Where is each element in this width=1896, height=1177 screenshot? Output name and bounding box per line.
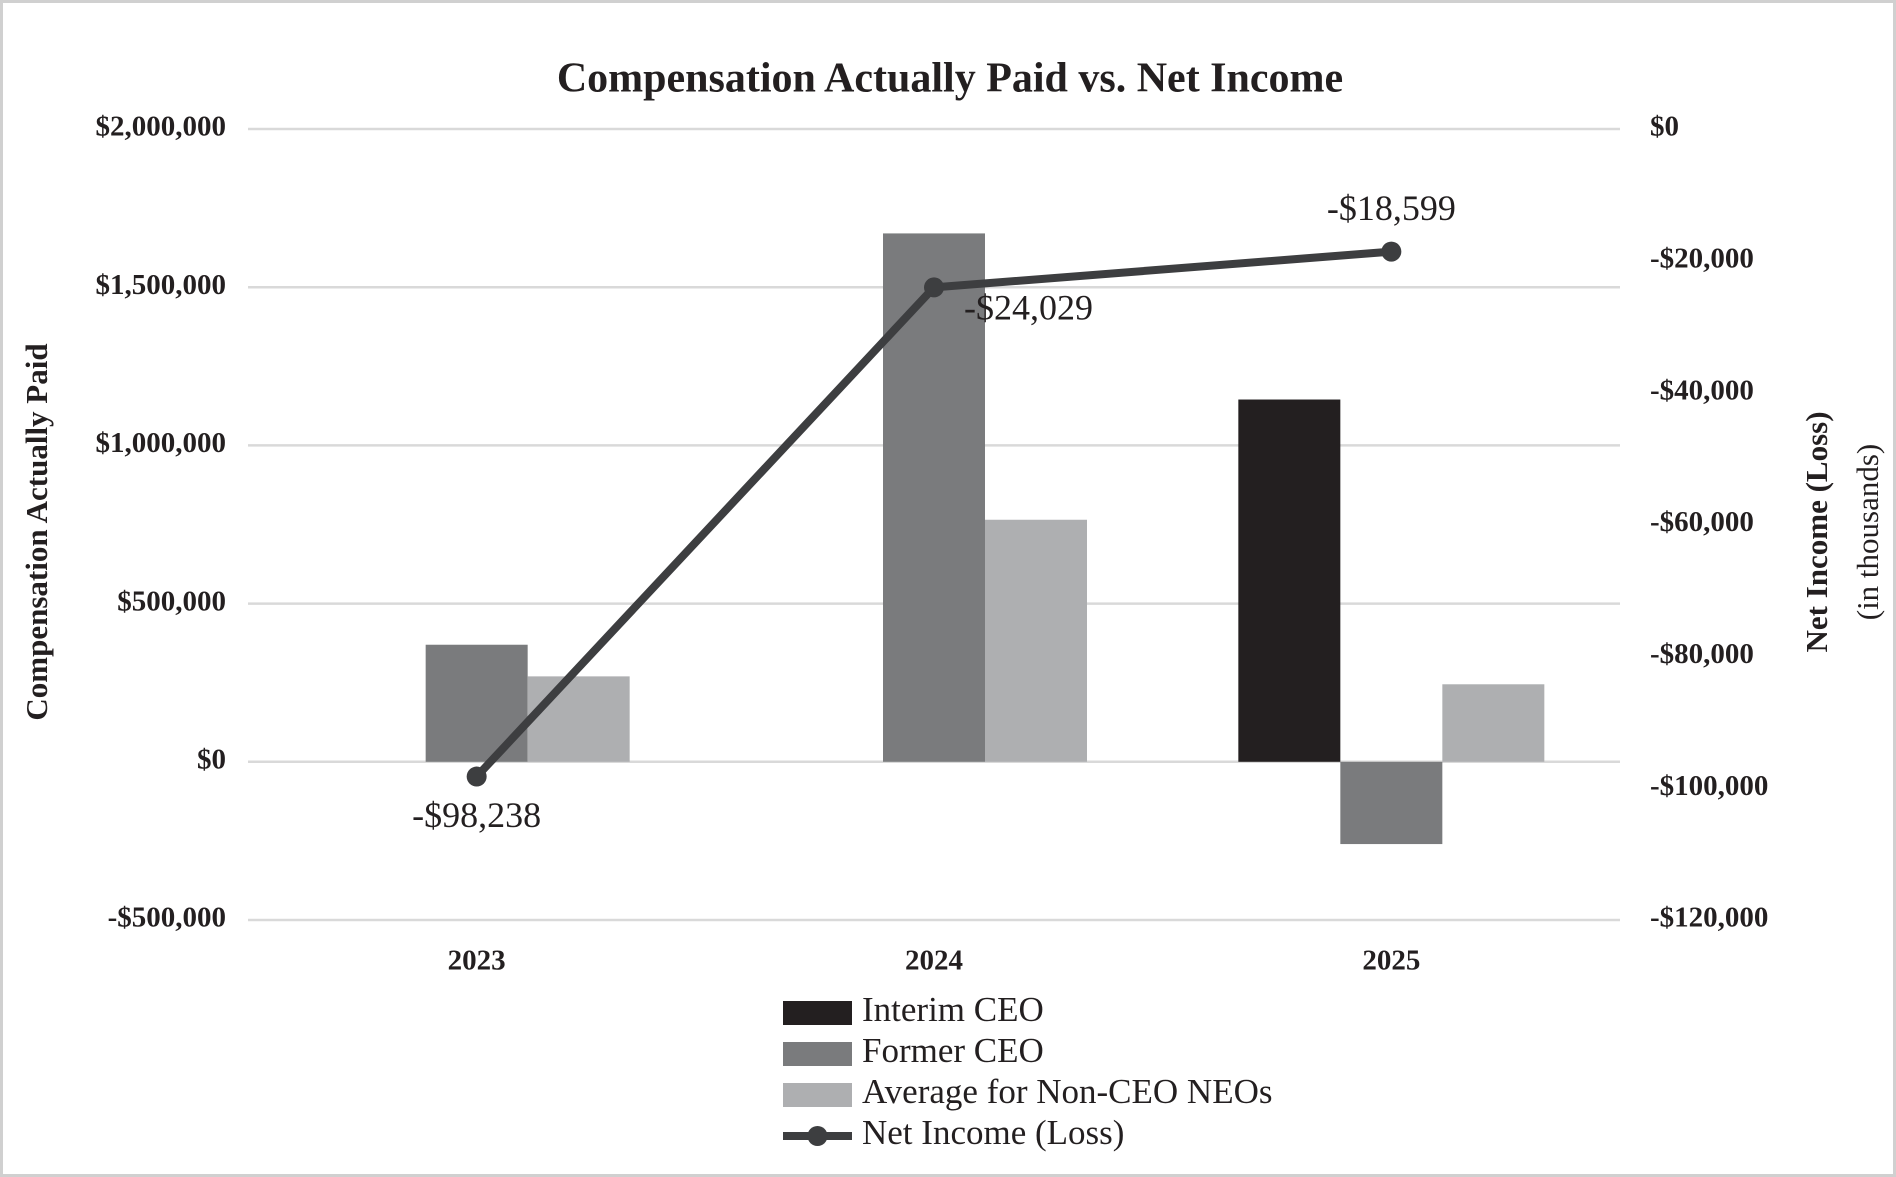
y-tick-label: -$500,000 — [108, 902, 226, 934]
legend-label: Interim CEO — [862, 990, 1044, 1029]
chart-title: Compensation Actually Paid vs. Net Incom… — [557, 56, 1343, 102]
legend-swatch-marker — [807, 1126, 828, 1146]
line-marker — [924, 277, 944, 298]
bar — [1442, 684, 1545, 762]
y2-tick-label: -$80,000 — [1650, 638, 1754, 670]
legend-label: Average for Non-CEO NEOs — [862, 1072, 1272, 1111]
y2-axis-title: Net Income (Loss) — [1799, 411, 1834, 652]
legend-swatch — [783, 1083, 852, 1107]
bar — [527, 676, 630, 762]
y-tick-label: $1,500,000 — [96, 269, 227, 301]
x-tick-label: 2023 — [448, 945, 506, 977]
data-label: -$18,599 — [1327, 188, 1456, 228]
data-label: -$24,029 — [964, 288, 1093, 328]
y2-tick-label: -$120,000 — [1650, 902, 1768, 934]
x-tick-label: 2025 — [1362, 945, 1420, 977]
bar — [1238, 399, 1341, 762]
y-tick-label: $2,000,000 — [96, 111, 227, 143]
legend-swatch — [783, 1001, 852, 1025]
data-label: -$98,238 — [412, 795, 541, 835]
y-axis-title: Compensation Actually Paid — [19, 343, 54, 720]
y-tick-label: $0 — [197, 743, 226, 775]
bar — [425, 644, 528, 762]
y-tick-label: $500,000 — [117, 585, 226, 617]
legend-swatch — [783, 1042, 852, 1066]
line-marker — [1381, 241, 1402, 262]
legend-label: Net Income (Loss) — [862, 1113, 1124, 1152]
y2-axis-subtitle: (in thousands) — [1850, 444, 1885, 621]
x-tick-label: 2024 — [905, 945, 963, 977]
y2-tick-label: -$100,000 — [1650, 770, 1768, 802]
bar — [985, 519, 1087, 762]
y2-tick-label: -$20,000 — [1650, 242, 1754, 274]
line-marker — [466, 766, 487, 787]
y2-tick-label: -$60,000 — [1650, 506, 1754, 538]
legend-label: Former CEO — [862, 1031, 1044, 1070]
y2-tick-label: -$40,000 — [1650, 374, 1754, 406]
y2-tick-label: $0 — [1650, 111, 1679, 143]
bar — [1340, 761, 1443, 845]
y-tick-label: $1,000,000 — [96, 427, 227, 459]
